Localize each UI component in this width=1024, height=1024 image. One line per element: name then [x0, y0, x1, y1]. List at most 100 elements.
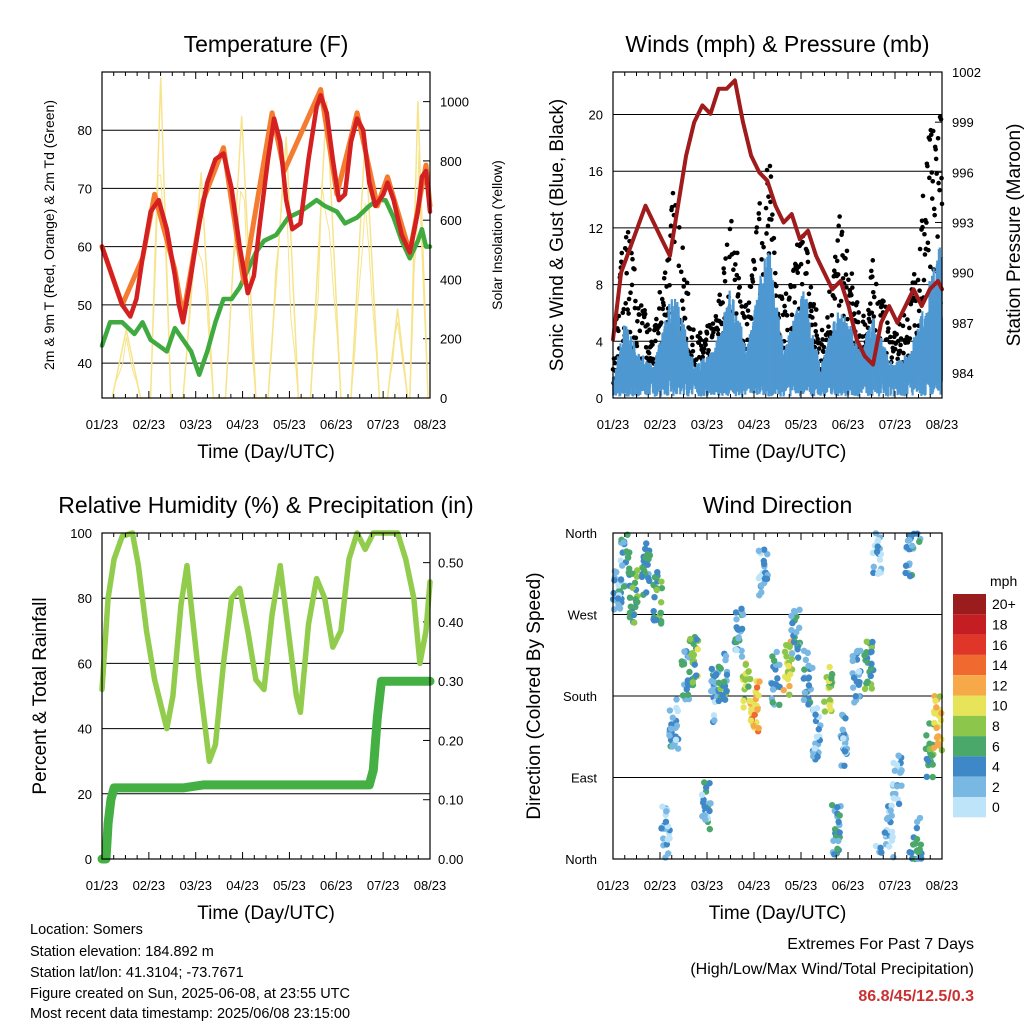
gust-point: [832, 254, 838, 260]
direction-point: [746, 675, 754, 683]
gust-point: [736, 275, 742, 281]
direction-point: [631, 579, 639, 587]
gust-point: [735, 292, 741, 297]
gust-point: [835, 272, 841, 277]
gust-point: [850, 285, 855, 290]
direction-point: [826, 663, 833, 671]
gust-point: [772, 250, 777, 256]
direction-point: [929, 761, 936, 768]
direction-point: [805, 701, 812, 708]
legend-swatch: [953, 776, 986, 797]
gust-point: [912, 280, 918, 285]
gust-point: [927, 175, 932, 181]
gust-point: [626, 296, 632, 302]
direction-point: [849, 657, 856, 665]
direction-point: [773, 648, 780, 656]
x-tick-label: 01/23: [597, 417, 630, 432]
y-axis-label: Direction (Colored By Speed): [524, 572, 545, 819]
direction-point: [788, 612, 795, 620]
gust-point: [681, 284, 686, 289]
direction-point: [754, 706, 761, 713]
gust-point: [727, 226, 733, 232]
legend-label: 4: [992, 759, 1000, 775]
gust-point: [849, 292, 854, 298]
direction-point: [760, 557, 767, 565]
series-9m-temperature: [99, 87, 433, 319]
gust-point: [645, 322, 650, 328]
direction-point: [873, 548, 881, 555]
y-tick-label: 12: [589, 221, 603, 236]
direction-point: [929, 773, 936, 781]
gust-point: [715, 327, 721, 333]
gust-point: [623, 301, 628, 306]
direction-point: [930, 744, 938, 751]
elevation-label: Station elevation: 184.892 m: [30, 944, 214, 960]
gust-point: [653, 338, 658, 344]
direction-point: [849, 652, 856, 660]
gust-point: [689, 335, 695, 340]
direction-point: [863, 648, 870, 656]
direction-point: [614, 595, 622, 602]
direction-point: [864, 678, 871, 685]
direction-point: [834, 845, 841, 853]
direction-point: [868, 660, 875, 668]
gust-point: [632, 305, 638, 311]
direction-point: [659, 803, 666, 810]
direction-point: [707, 800, 714, 807]
direction-point: [805, 675, 812, 682]
y-tick-label: 40: [78, 356, 92, 371]
y-tick-label: 16: [589, 164, 603, 179]
direction-point: [698, 791, 706, 799]
direction-point: [786, 682, 793, 690]
gust-point: [723, 256, 728, 261]
gust-point: [753, 229, 759, 235]
direction-point: [917, 841, 925, 848]
y-tick-label: 60: [78, 656, 92, 671]
gust-point: [647, 327, 652, 332]
direction-point: [662, 854, 669, 861]
direction-point: [735, 635, 742, 642]
direction-point: [694, 646, 701, 653]
gust-point: [748, 284, 754, 290]
direction-point: [650, 607, 657, 615]
gust-point: [920, 224, 925, 230]
direction-point: [786, 671, 794, 678]
direction-point: [790, 638, 798, 646]
legend-label: 0: [992, 799, 1000, 815]
gust-point: [739, 304, 744, 309]
gust-point: [734, 311, 739, 316]
direction-point: [906, 572, 914, 580]
gust-point: [925, 240, 931, 246]
gust-point: [719, 321, 724, 327]
gust-point: [701, 346, 707, 351]
extremes-subtitle: (High/Low/Max Wind/Total Precipitation): [690, 961, 974, 978]
direction-point: [868, 685, 876, 692]
gust-point: [749, 316, 754, 321]
gust-point: [657, 289, 663, 295]
direction-point: [693, 636, 700, 643]
direction-point: [789, 619, 796, 627]
direction-point: [683, 686, 690, 693]
gust-point: [849, 271, 855, 276]
direction-point: [934, 740, 942, 747]
created-label: Figure created on Sun, 2025-06-08, at 23…: [30, 986, 350, 1002]
gust-point: [879, 302, 885, 308]
gust-point: [678, 269, 684, 275]
direction-point: [630, 611, 638, 619]
gust-point: [820, 337, 825, 342]
direction-point: [715, 679, 723, 687]
legend-swatch: [953, 797, 986, 818]
x-tick-label: 01/23: [86, 878, 119, 893]
extremes-values: 86.8/45/12.5/0.3: [858, 988, 974, 1005]
direction-point: [650, 617, 658, 624]
gust-point: [919, 218, 925, 224]
direction-point: [641, 545, 649, 553]
gust-point: [804, 271, 809, 276]
gust-point: [905, 340, 911, 345]
direction-point: [706, 779, 713, 787]
gust-point: [806, 291, 812, 297]
direction-point: [878, 849, 885, 856]
gust-point: [836, 223, 841, 229]
gust-point: [765, 223, 771, 229]
x-tick-label: 08/23: [926, 878, 959, 893]
